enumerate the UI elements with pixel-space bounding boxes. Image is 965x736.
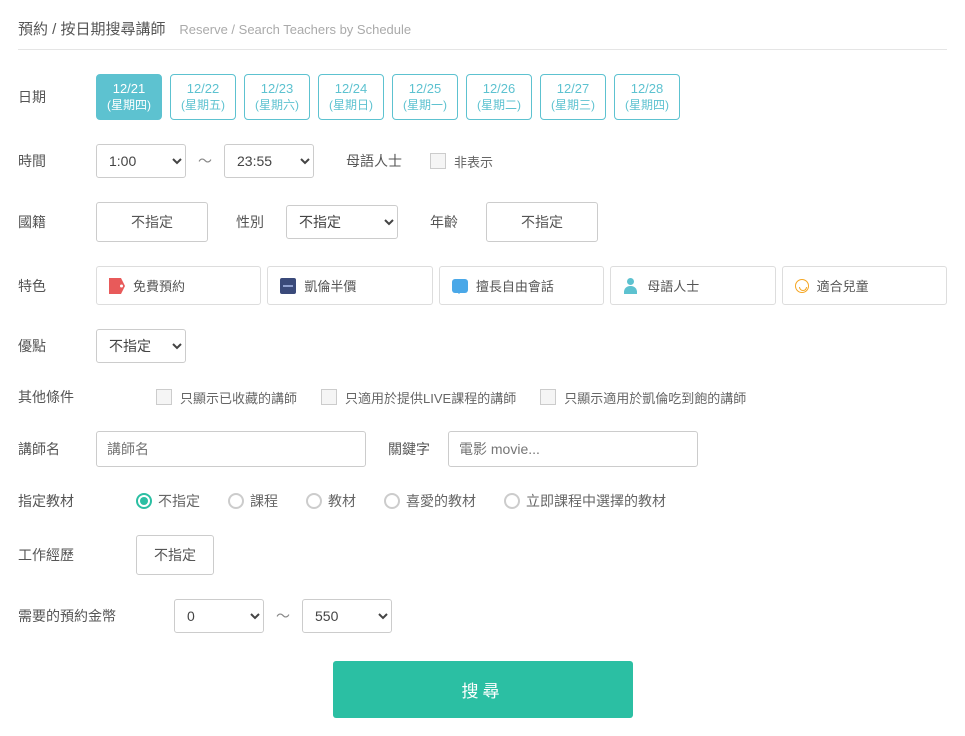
hide-label: 非表示 <box>454 152 493 171</box>
date-tab[interactable]: 12/26(星期二) <box>466 74 532 120</box>
date-row: 日期 12/21(星期四)12/22(星期五)12/23(星期六)12/24(星… <box>18 74 947 120</box>
feature-label: 特色 <box>18 276 96 296</box>
material-radio[interactable]: 喜愛的教材 <box>384 491 476 511</box>
box-icon <box>280 278 296 294</box>
feature-row-container: 特色 免費預約凱倫半價擅長自由會話母語人士適合兒童 <box>18 266 947 305</box>
coins-row: 需要的預約金幣 0 ～ 550 <box>18 599 947 633</box>
tilde-2: ～ <box>276 606 290 626</box>
feature-person[interactable]: 母語人士 <box>610 266 775 305</box>
feature-tag[interactable]: 免費預約 <box>96 266 261 305</box>
age-label: 年齡 <box>430 212 458 232</box>
other-checkbox[interactable]: 只適用於提供LIVE課程的講師 <box>321 388 516 407</box>
merit-label: 優點 <box>18 336 96 356</box>
keyword-label: 關鍵字 <box>388 439 430 459</box>
date-tabs: 12/21(星期四)12/22(星期五)12/23(星期六)12/24(星期日)… <box>96 74 680 120</box>
date-tab[interactable]: 12/28(星期四) <box>614 74 680 120</box>
gender-select[interactable]: 不指定 <box>286 205 398 239</box>
keyword-input[interactable] <box>448 431 698 467</box>
nationality-button[interactable]: 不指定 <box>96 202 208 242</box>
time-label: 時間 <box>18 151 96 171</box>
smile-icon <box>795 279 809 293</box>
time-from-select[interactable]: 1:00 <box>96 144 186 178</box>
experience-row: 工作經歷 不指定 <box>18 535 947 575</box>
search-button[interactable]: 搜尋 <box>333 661 633 718</box>
tag-icon <box>109 278 125 294</box>
merit-row: 優點 不指定 <box>18 329 947 363</box>
checkbox-icon <box>430 153 446 169</box>
native-label: 母語人士 <box>346 151 402 171</box>
radio-icon <box>306 493 322 509</box>
chat-icon <box>452 279 468 293</box>
material-row: 指定教材 不指定 課程 教材 喜愛的教材 立即課程中選擇的教材 <box>18 491 947 511</box>
feature-box[interactable]: 凱倫半價 <box>267 266 432 305</box>
feature-smile[interactable]: 適合兒童 <box>782 266 947 305</box>
experience-button[interactable]: 不指定 <box>136 535 214 575</box>
nationality-row: 國籍 不指定 性別 不指定 年齡 不指定 <box>18 202 947 242</box>
age-button[interactable]: 不指定 <box>486 202 598 242</box>
checkbox-icon <box>540 389 556 405</box>
teacher-name-input[interactable] <box>96 431 366 467</box>
gender-label: 性別 <box>236 212 264 232</box>
radio-icon <box>228 493 244 509</box>
other-row: 其他條件 只顯示已收藏的講師 只適用於提供LIVE課程的講師 只顯示適用於凱倫吃到飽… <box>18 387 947 407</box>
tilde: ～ <box>198 151 212 171</box>
date-tab[interactable]: 12/21(星期四) <box>96 74 162 120</box>
feature-buttons: 免費預約凱倫半價擅長自由會話母語人士適合兒童 <box>96 266 947 305</box>
other-checkbox[interactable]: 只顯示適用於凱倫吃到飽的講師 <box>540 388 746 407</box>
checkbox-icon <box>156 389 172 405</box>
radio-icon <box>504 493 520 509</box>
material-label: 指定教材 <box>18 491 96 511</box>
coins-from-select[interactable]: 0 <box>174 599 264 633</box>
date-tab[interactable]: 12/23(星期六) <box>244 74 310 120</box>
other-checkboxes: 只顯示已收藏的講師 只適用於提供LIVE課程的講師 只顯示適用於凱倫吃到飽的講師 <box>156 388 746 407</box>
page-header: 預約 / 按日期搜尋講師 Reserve / Search Teachers b… <box>18 18 947 50</box>
radio-icon <box>136 493 152 509</box>
checkbox-icon <box>321 389 337 405</box>
person-icon <box>623 278 639 294</box>
date-tab[interactable]: 12/25(星期一) <box>392 74 458 120</box>
date-tab[interactable]: 12/24(星期日) <box>318 74 384 120</box>
radio-icon <box>384 493 400 509</box>
hide-checkbox[interactable]: 非表示 <box>430 152 493 171</box>
other-label: 其他條件 <box>18 387 96 407</box>
material-radios: 不指定 課程 教材 喜愛的教材 立即課程中選擇的教材 <box>136 491 666 511</box>
date-tab[interactable]: 12/27(星期三) <box>540 74 606 120</box>
teacher-name-label: 講師名 <box>18 439 96 459</box>
material-radio[interactable]: 課程 <box>228 491 278 511</box>
time-to-select[interactable]: 23:55 <box>224 144 314 178</box>
coins-label: 需要的預約金幣 <box>18 606 146 626</box>
feature-chat[interactable]: 擅長自由會話 <box>439 266 604 305</box>
time-row: 時間 1:00 ～ 23:55 母語人士 非表示 <box>18 144 947 178</box>
other-checkbox[interactable]: 只顯示已收藏的講師 <box>156 388 297 407</box>
material-radio[interactable]: 立即課程中選擇的教材 <box>504 491 666 511</box>
nationality-label: 國籍 <box>18 212 96 232</box>
name-row: 講師名 關鍵字 <box>18 431 947 467</box>
material-radio[interactable]: 不指定 <box>136 491 200 511</box>
date-label: 日期 <box>18 87 96 107</box>
date-tab[interactable]: 12/22(星期五) <box>170 74 236 120</box>
material-radio[interactable]: 教材 <box>306 491 356 511</box>
page-title: 預約 / 按日期搜尋講師 <box>18 21 166 38</box>
coins-to-select[interactable]: 550 <box>302 599 392 633</box>
merit-select[interactable]: 不指定 <box>96 329 186 363</box>
experience-label: 工作經歷 <box>18 545 96 565</box>
page-subtitle: Reserve / Search Teachers by Schedule <box>179 22 411 37</box>
